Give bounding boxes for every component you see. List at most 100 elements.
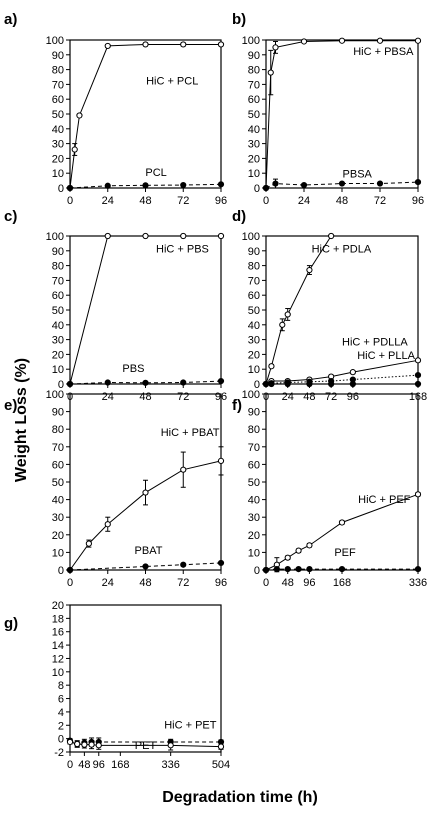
data-point [217, 232, 225, 240]
series-line [69, 235, 221, 385]
x-tick-label: 96 [215, 577, 227, 589]
panel-label: b) [232, 11, 246, 28]
data-point [85, 540, 92, 547]
series-pef: PEF [262, 547, 422, 574]
series-label: PET [135, 740, 157, 752]
series-unlabeled [262, 380, 422, 388]
y-tick-label: 12 [52, 653, 64, 665]
x-tick-label: 0 [263, 577, 269, 589]
data-point [300, 181, 308, 189]
plot-frame [265, 39, 419, 189]
y-tick-label: 40 [52, 495, 64, 507]
y-tick-label: 80 [248, 424, 260, 436]
y-tick-label: 30 [52, 512, 64, 524]
data-point [414, 380, 422, 388]
data-point [217, 743, 225, 750]
data-point [414, 372, 422, 379]
series-hic-pbsa: HiC + PBSA [262, 37, 422, 192]
x-tick-label: 0 [67, 759, 73, 771]
series-label: PBS [122, 363, 144, 375]
series-hic-pef: HiC + PEF [262, 491, 422, 574]
data-point [284, 554, 291, 561]
data-point [81, 741, 88, 748]
y-tick-label: 20 [52, 530, 64, 542]
y-tick-label: 8 [58, 680, 64, 692]
data-point [328, 232, 335, 240]
data-point [267, 69, 274, 76]
x-tick-label: 48 [78, 759, 90, 771]
x-tick-label: 48 [336, 195, 348, 207]
series-label: HiC + PBSA [353, 46, 414, 58]
y-tick-label: 10 [248, 168, 260, 180]
x-tick-label: 96 [347, 391, 359, 403]
x-tick-label: 96 [215, 195, 227, 207]
x-tick-label: 0 [67, 195, 73, 207]
x-tick-label: 48 [139, 577, 151, 589]
data-point [104, 379, 111, 386]
data-point [104, 42, 111, 50]
x-axis-label: Degradation time (h) [162, 789, 318, 806]
x-tick-label: 0 [263, 195, 269, 207]
data-point [180, 181, 187, 189]
y-tick-label: 30 [248, 335, 260, 347]
y-tick-label: 90 [248, 246, 260, 258]
data-point [338, 180, 346, 187]
data-point [272, 180, 279, 187]
y-tick-label: 20 [248, 153, 260, 165]
x-tick-label: 24 [298, 195, 310, 207]
y-tick-label: 18 [52, 613, 64, 625]
series-label: HiC + PBAT [161, 427, 220, 439]
y-tick-label: 10 [52, 667, 64, 679]
data-point [104, 232, 111, 240]
x-tick-label: 48 [282, 577, 294, 589]
data-point [167, 742, 174, 749]
data-point [306, 566, 313, 573]
y-tick-label: 90 [52, 407, 64, 419]
series-label: HiC + PDLA [312, 243, 372, 255]
y-tick-label: 20 [248, 530, 260, 542]
y-tick-label: 14 [52, 640, 64, 652]
data-point [284, 311, 291, 318]
panel-e: e) 0 10 20 30 40 50 60 70 80 90 100 0 24 48 72 96 HiC + P… [4, 389, 227, 589]
y-tick-label: 90 [248, 407, 260, 419]
y-tick-label: 50 [52, 109, 64, 121]
data-point [349, 369, 356, 376]
data-point [306, 266, 313, 274]
y-tick-label: 40 [248, 320, 260, 332]
data-point [338, 37, 346, 44]
data-point [338, 566, 346, 573]
y-tick-label: 100 [46, 35, 64, 47]
y-tick-label: 100 [242, 35, 260, 47]
y-tick-label: 60 [248, 459, 260, 471]
y-tick-label: 30 [52, 335, 64, 347]
y-tick-label: 100 [46, 231, 64, 243]
data-point [272, 44, 279, 51]
plot-frame [265, 393, 419, 571]
data-point [180, 232, 187, 240]
y-tick-label: 50 [248, 305, 260, 317]
data-point [295, 547, 302, 554]
x-tick-label: 336 [409, 577, 427, 589]
data-point [66, 738, 74, 746]
data-point [217, 457, 225, 464]
data-point [279, 321, 286, 328]
y-tick-label: 90 [52, 50, 64, 62]
data-point [180, 379, 187, 386]
series-line [69, 562, 222, 571]
y-tick-label: 80 [248, 261, 260, 273]
y-tick-label: 0 [254, 183, 260, 195]
y-tick-label: 60 [52, 94, 64, 106]
panel-label: e) [4, 397, 17, 414]
x-tick-label: 48 [303, 391, 315, 403]
series-hic-pcl: HiC + PCL [66, 41, 225, 192]
panel-label: g) [4, 615, 18, 632]
x-tick-label: 72 [177, 577, 189, 589]
data-point [142, 232, 149, 240]
data-point [414, 178, 422, 186]
x-tick-label: 168 [111, 759, 129, 771]
x-tick-label: 48 [139, 391, 151, 403]
x-tick-label: 504 [212, 759, 230, 771]
y-tick-label: 50 [52, 477, 64, 489]
